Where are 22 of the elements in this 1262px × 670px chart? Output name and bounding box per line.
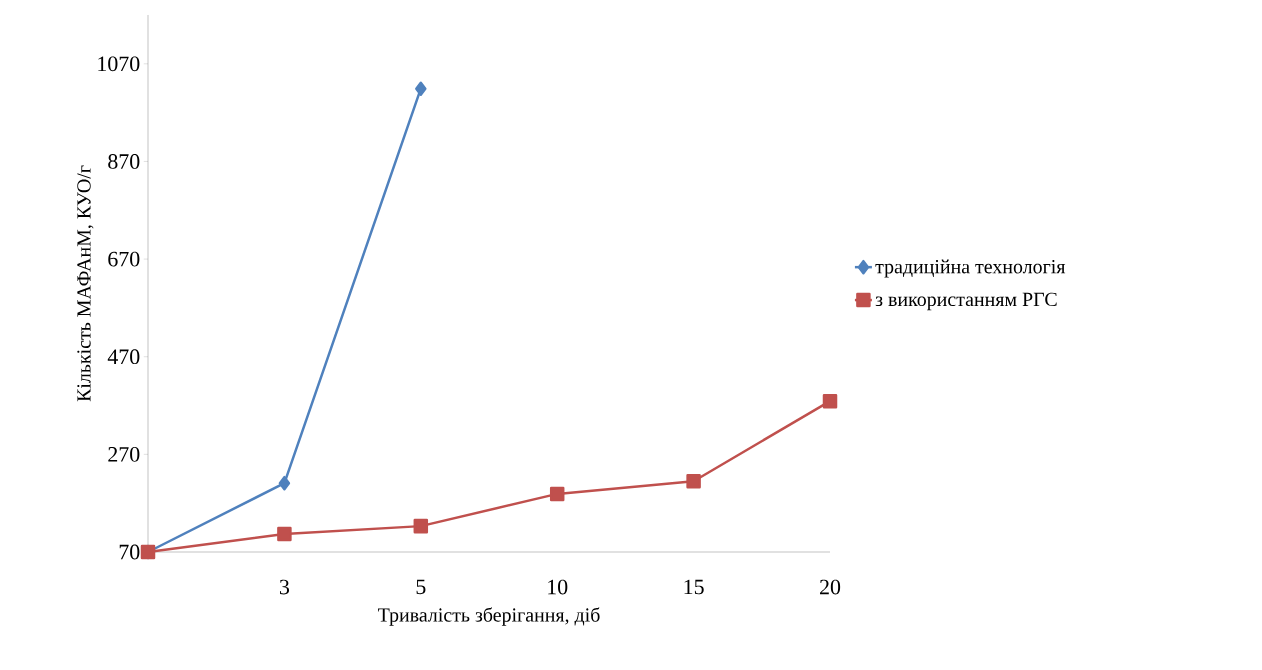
y-tick-label: 670	[108, 251, 140, 267]
y-tick-label: 470	[107, 349, 140, 365]
point	[278, 475, 291, 491]
y-tick-label: 1070	[98, 56, 140, 72]
y-tick-label: 270	[108, 446, 140, 462]
y-axis-title: Кількість МАФАнМ, КУО/г	[77, 165, 94, 402]
x-tick-label: 15	[684, 579, 704, 595]
legend-label: традиційна технологія	[875, 259, 1066, 278]
y-tick-label: 870	[108, 154, 140, 169]
y-tick-label: 70	[119, 544, 140, 560]
x-tick-label: 10	[548, 579, 568, 595]
point	[277, 526, 292, 542]
point	[413, 518, 429, 534]
point	[415, 81, 427, 96]
x-tick-label: 3	[279, 579, 290, 595]
x-axis-title: Тривалість зберігання, діб	[378, 607, 600, 626]
point	[549, 486, 565, 502]
x-tick-label: 5	[416, 579, 426, 595]
point	[822, 393, 838, 409]
x-tick-label: 20	[820, 579, 841, 595]
point	[686, 473, 701, 489]
legend-label: з використанням РГС	[875, 292, 1057, 311]
